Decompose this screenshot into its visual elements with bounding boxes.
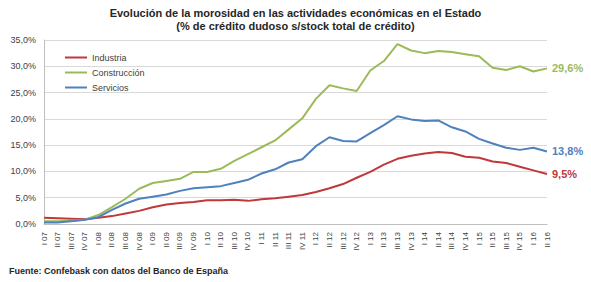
svg-text:20,0%: 20,0%	[10, 114, 36, 124]
svg-text:II 14: II 14	[434, 231, 443, 247]
svg-text:II 11: II 11	[271, 231, 280, 247]
svg-text:35,0%: 35,0%	[10, 35, 36, 45]
svg-text:Construcción: Construcción	[92, 68, 145, 78]
svg-text:II 08: II 08	[107, 231, 116, 247]
svg-text:IV 15: IV 15	[515, 231, 524, 250]
svg-text:Servicios: Servicios	[92, 83, 129, 93]
svg-text:I 12: I 12	[311, 231, 320, 245]
svg-text:III 10: III 10	[230, 231, 239, 249]
svg-text:III 08: III 08	[121, 231, 130, 249]
svg-text:15,0%: 15,0%	[10, 140, 36, 150]
svg-text:III 14: III 14	[447, 231, 456, 249]
svg-text:IV 14: IV 14	[461, 231, 470, 250]
svg-text:Industria: Industria	[92, 53, 127, 63]
svg-text:I 13: I 13	[366, 231, 375, 245]
svg-text:IV 11: IV 11	[298, 231, 307, 250]
svg-text:III 13: III 13	[393, 231, 402, 249]
svg-text:25,0%: 25,0%	[10, 88, 36, 98]
svg-text:III 12: III 12	[339, 231, 348, 249]
svg-text:II 10: II 10	[216, 231, 225, 247]
svg-text:I 09: I 09	[148, 231, 157, 245]
svg-text:I 10: I 10	[203, 231, 212, 245]
svg-text:IV 12: IV 12	[352, 231, 361, 250]
svg-text:II 16: II 16	[543, 231, 552, 247]
svg-text:IV 08: IV 08	[135, 231, 144, 250]
svg-text:IV 13: IV 13	[407, 231, 416, 250]
svg-text:IV 07: IV 07	[80, 231, 89, 250]
svg-text:I 16: I 16	[529, 231, 538, 245]
svg-text:III 07: III 07	[67, 231, 76, 249]
svg-text:II 15: II 15	[488, 231, 497, 247]
svg-text:I 15: I 15	[475, 231, 484, 245]
svg-text:Fuente: Confebask con datos de: Fuente: Confebask con datos del Banco de…	[9, 266, 229, 276]
svg-text:II 07: II 07	[53, 231, 62, 247]
svg-text:(% de crédito dudoso s/stock t: (% de crédito dudoso s/stock total de cr…	[176, 20, 415, 32]
svg-text:II 09: II 09	[162, 231, 171, 247]
svg-text:29,6%: 29,6%	[552, 62, 583, 74]
svg-text:5,0%: 5,0%	[15, 193, 36, 203]
svg-text:I 14: I 14	[420, 231, 429, 245]
svg-text:IV 10: IV 10	[243, 231, 252, 250]
svg-text:IV 09: IV 09	[189, 231, 198, 250]
svg-text:Evolución de la morosidad en l: Evolución de la morosidad en las activid…	[110, 7, 482, 19]
svg-text:9,5%: 9,5%	[552, 168, 577, 180]
svg-text:I 08: I 08	[94, 231, 103, 245]
svg-text:I 07: I 07	[40, 231, 49, 245]
svg-text:III 11: III 11	[284, 231, 293, 249]
svg-text:I 11: I 11	[257, 231, 266, 244]
svg-text:III 15: III 15	[502, 231, 511, 249]
svg-text:II 12: II 12	[325, 231, 334, 247]
svg-text:III 09: III 09	[175, 231, 184, 249]
svg-text:10,0%: 10,0%	[10, 166, 36, 176]
svg-text:0,0%: 0,0%	[15, 219, 36, 229]
svg-text:13,8%: 13,8%	[552, 145, 583, 157]
svg-text:30,0%: 30,0%	[10, 61, 36, 71]
svg-text:II 13: II 13	[379, 231, 388, 247]
